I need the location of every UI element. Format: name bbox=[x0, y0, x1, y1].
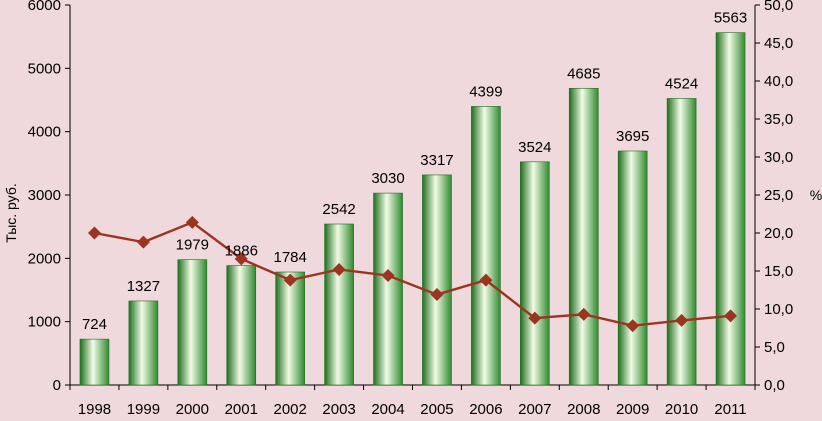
line-point-marker bbox=[136, 235, 150, 249]
bar-data-label: 1784 bbox=[273, 249, 306, 266]
bar bbox=[226, 265, 257, 386]
bar-data-label: 1979 bbox=[176, 237, 209, 254]
line-point-marker bbox=[87, 226, 101, 240]
bar-data-label: 4524 bbox=[665, 75, 698, 92]
x-tick-label: 2011 bbox=[714, 401, 746, 416]
bar-data-label: 724 bbox=[82, 316, 107, 333]
bar bbox=[275, 271, 305, 386]
x-tick-label: 2008 bbox=[567, 401, 600, 416]
line-point-marker bbox=[577, 307, 591, 321]
y-tick-right-label: 0,0 bbox=[764, 377, 785, 394]
x-tick-label: 2009 bbox=[616, 401, 649, 416]
y-tick-right-label: 40,0 bbox=[764, 73, 793, 90]
line-point-marker bbox=[528, 311, 542, 325]
y-tick-right-label: 50,0 bbox=[764, 0, 793, 14]
line-point-marker bbox=[283, 273, 297, 287]
y-axis-title: Тыс. руб. bbox=[3, 183, 19, 242]
bar-data-label: 1886 bbox=[225, 243, 258, 260]
axes-layer: 0 1000 2000 3000 4000 5000 6000 0,0 5,0 10,0 15,0 2… bbox=[28, 0, 794, 418]
y-tick-right-label: 10,0 bbox=[764, 301, 793, 318]
y-tick-right-label: 15,0 bbox=[764, 263, 793, 280]
y-tick-left-label: 5000 bbox=[28, 60, 61, 77]
x-tick-label: 2001 bbox=[225, 401, 258, 416]
y-tick-left-label: 4000 bbox=[28, 124, 61, 141]
x-tick-label: 1999 bbox=[127, 401, 160, 416]
line-point-marker bbox=[185, 215, 199, 229]
bar bbox=[79, 338, 110, 386]
bar-data-label: 2542 bbox=[322, 201, 355, 218]
bar-data-label: 3524 bbox=[518, 139, 551, 156]
x-tick-label: 2010 bbox=[665, 401, 698, 416]
y-tick-left-label: 6000 bbox=[28, 0, 61, 14]
bar-data-label: 3317 bbox=[420, 152, 453, 169]
y-tick-right-label: 35,0 bbox=[764, 111, 793, 128]
line-point-marker bbox=[626, 319, 640, 333]
x-tick-label: 2000 bbox=[176, 401, 209, 416]
bars-layer bbox=[79, 32, 746, 386]
x-tick-label: 2003 bbox=[322, 401, 355, 416]
bar-data-label: 1327 bbox=[127, 278, 160, 295]
line-point-marker bbox=[675, 313, 689, 327]
bar-data-label: 4399 bbox=[469, 83, 502, 100]
y-tick-left-label: 0 bbox=[53, 377, 61, 394]
bar bbox=[715, 32, 746, 386]
y-tick-right-label: 25,0 bbox=[764, 187, 793, 204]
y-tick-left-label: 2000 bbox=[28, 250, 61, 267]
bar bbox=[666, 98, 697, 386]
y-tick-right-label: 5,0 bbox=[764, 339, 785, 356]
bar bbox=[471, 106, 501, 386]
line-point-marker bbox=[724, 309, 738, 323]
y-tick-right-label: 30,0 bbox=[764, 149, 793, 166]
y-tick-left-label: 1000 bbox=[28, 314, 61, 331]
bar bbox=[422, 174, 452, 386]
x-tick-label: 2005 bbox=[420, 401, 453, 416]
line-point-marker bbox=[430, 288, 444, 302]
y-axis-right-title: % bbox=[810, 187, 822, 203]
x-tick-label: 2004 bbox=[371, 401, 404, 416]
line-point-marker bbox=[332, 262, 346, 276]
bar bbox=[324, 223, 354, 386]
bar-data-label: 5563 bbox=[714, 10, 747, 27]
bar bbox=[373, 192, 403, 386]
line-point-marker bbox=[234, 252, 248, 266]
line-point-marker bbox=[381, 269, 395, 283]
bar-data-label: 3030 bbox=[371, 170, 404, 187]
line-layer bbox=[87, 215, 738, 333]
y-tick-left-label: 3000 bbox=[28, 187, 61, 204]
x-tick-label: 2002 bbox=[273, 401, 306, 416]
labels-layer: 724 1327 1979 1886 1784 2542 3030 3317 4399 3524 4… bbox=[82, 10, 747, 333]
y-tick-right-label: 20,0 bbox=[764, 225, 793, 242]
bar-data-label: 4685 bbox=[567, 65, 600, 82]
bar-data-label: 3695 bbox=[616, 128, 649, 145]
bar bbox=[568, 87, 599, 386]
bar bbox=[128, 300, 159, 386]
bar bbox=[177, 259, 208, 386]
bar bbox=[520, 161, 550, 386]
percent-line bbox=[94, 220, 731, 327]
y-tick-right-label: 45,0 bbox=[764, 35, 793, 52]
x-tick-label: 2006 bbox=[469, 401, 502, 416]
bar bbox=[617, 150, 648, 386]
x-tick-label: 1998 bbox=[78, 401, 111, 416]
x-tick-label: 2007 bbox=[518, 401, 551, 416]
line-point-marker bbox=[479, 273, 493, 287]
